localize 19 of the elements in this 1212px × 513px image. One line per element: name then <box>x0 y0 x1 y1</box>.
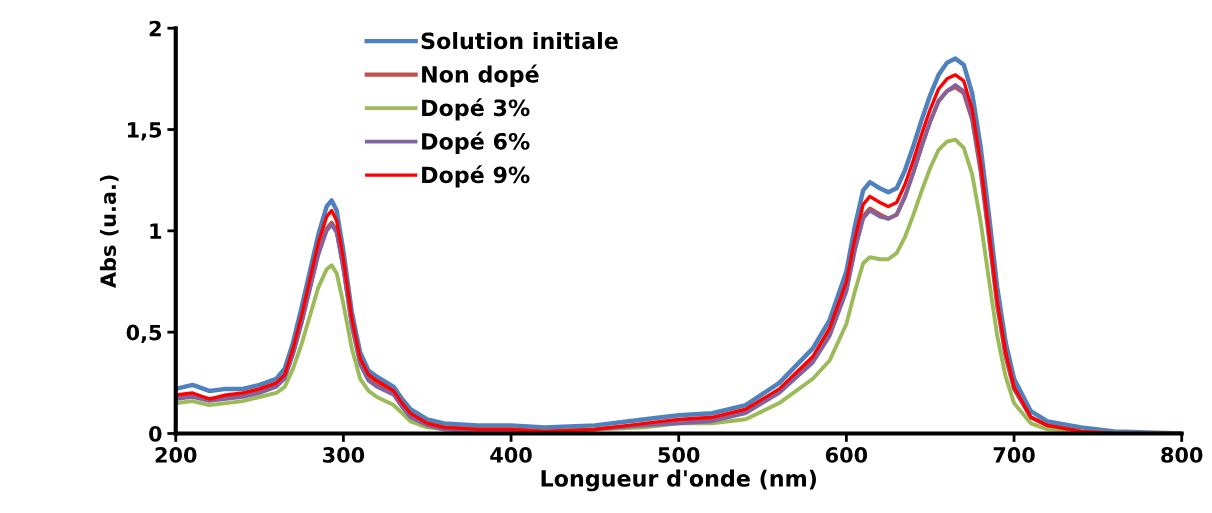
x-tick-label: 300 <box>323 447 365 463</box>
legend-label: Solution initiale <box>421 32 618 50</box>
y-axis-title: Abs (u.a.) <box>99 175 119 288</box>
legend-label: Dopé 9% <box>422 165 530 188</box>
y-tick-label: 1 <box>150 223 162 239</box>
x-tick-label: 800 <box>1161 447 1203 463</box>
legend-label: Non dopé <box>422 64 539 88</box>
x-axis-title: Longueur d'onde (nm) <box>541 469 816 492</box>
y-tick-label: 1,5 <box>127 122 162 141</box>
x-tick-label: 700 <box>993 447 1035 463</box>
y-tick-label: 0 <box>149 425 162 442</box>
legend-label: Dopé 6% <box>422 131 530 155</box>
x-tick-label: 500 <box>658 447 700 463</box>
x-tick-label: 200 <box>155 447 197 463</box>
legend-label: Dopé 3% <box>422 98 530 121</box>
x-tick-label: 600 <box>825 447 868 463</box>
y-tick-label: 2 <box>149 20 161 37</box>
y-tick-label: 0,5 <box>126 324 162 344</box>
x-tick-label: 400 <box>490 447 532 463</box>
